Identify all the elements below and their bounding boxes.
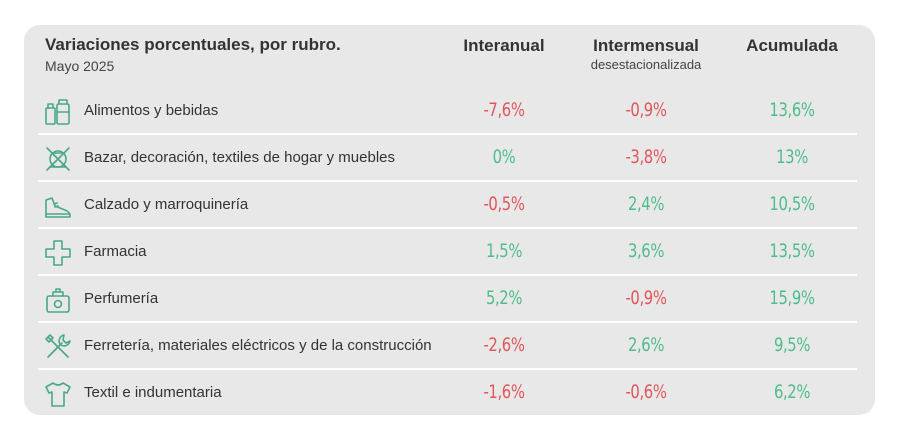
table-row: Farmacia 1,5% 3,6% 13,5% [38, 229, 857, 276]
row-divider [38, 133, 857, 135]
value-cell: 5,2% [485, 287, 523, 309]
household-icon [42, 143, 74, 175]
value-cell: 6,2% [773, 381, 811, 403]
row-divider [38, 180, 857, 182]
value-cell: -3,8% [625, 146, 667, 168]
value-cell: 9,5% [773, 334, 811, 356]
row-label: Textil e indumentaria [84, 384, 222, 401]
value-cell: 3,6% [627, 240, 665, 262]
food-drinks-icon [42, 96, 74, 128]
value-cell: -0,9% [625, 287, 667, 309]
table-row: Calzado y marroquinería -0,5% 2,4% 10,5% [38, 182, 857, 229]
column-header-acumulada: Acumulada [746, 36, 838, 55]
shoe-icon [42, 190, 74, 222]
value-cell: -7,6% [483, 99, 525, 121]
table-title: Variaciones porcentuales, por rubro. [45, 35, 341, 54]
value-cell: 13,6% [769, 99, 815, 121]
column-subheader-intermensual: desestacionalizada [590, 57, 702, 72]
value-cell: 13,5% [769, 240, 815, 262]
row-divider [38, 227, 857, 229]
table-row: Bazar, decoración, textiles de hogar y m… [38, 135, 857, 182]
row-label: Ferretería, materiales eléctricos y de l… [84, 337, 432, 354]
value-cell: -2,6% [483, 334, 525, 356]
column-header-interanual: Interanual [463, 36, 545, 55]
row-label: Bazar, decoración, textiles de hogar y m… [84, 149, 396, 166]
value-cell: 10,5% [769, 193, 815, 215]
row-divider [38, 368, 857, 370]
table-row: Alimentos y bebidas -7,6% -0,9% 13,6% [38, 88, 857, 135]
row-divider [38, 274, 857, 276]
perfume-icon [42, 284, 74, 316]
tools-icon [42, 331, 74, 363]
pharmacy-cross-icon [42, 237, 74, 269]
row-label: Perfumería [84, 290, 159, 307]
value-cell: 0% [492, 146, 516, 168]
value-cell: -1,6% [483, 381, 525, 403]
value-cell: 2,4% [627, 193, 665, 215]
table-card: Variaciones porcentuales, por rubro. May… [24, 25, 875, 415]
table-row: Textil e indumentaria -1,6% -0,6% 6,2% [38, 370, 857, 417]
table-row: Perfumería 5,2% -0,9% 15,9% [38, 276, 857, 323]
value-cell: -0,9% [625, 99, 667, 121]
table-row: Ferretería, materiales eléctricos y de l… [38, 323, 857, 370]
row-label: Farmacia [84, 243, 147, 260]
value-cell: -0,5% [483, 193, 525, 215]
column-header-intermensual: Intermensual [593, 36, 699, 55]
value-cell: 13% [776, 146, 808, 168]
row-label: Calzado y marroquinería [84, 196, 249, 213]
value-cell: 15,9% [769, 287, 815, 309]
value-cell: 1,5% [485, 240, 523, 262]
tshirt-icon [42, 378, 74, 410]
row-label: Alimentos y bebidas [84, 102, 219, 119]
table-subtitle: Mayo 2025 [45, 58, 115, 74]
value-cell: 2,6% [627, 334, 665, 356]
row-divider [38, 321, 857, 323]
value-cell: -0,6% [625, 381, 667, 403]
